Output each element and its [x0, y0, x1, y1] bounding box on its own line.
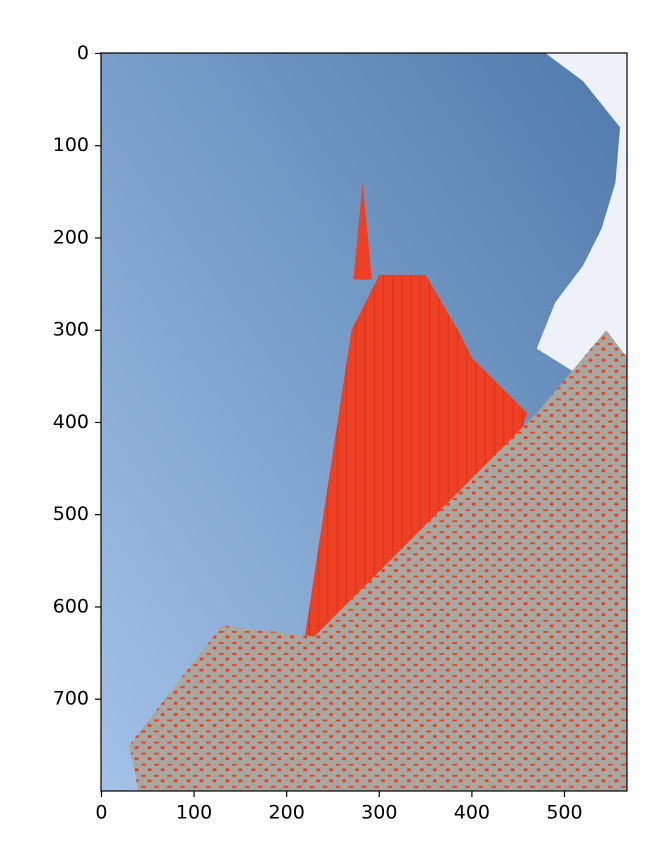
x-tick-label: 100 — [176, 802, 212, 824]
y-tick-label: 700 — [53, 688, 89, 710]
y-tick-label: 400 — [53, 411, 89, 433]
x-tick-label: 300 — [361, 802, 397, 824]
x-tick-label: 0 — [95, 802, 107, 824]
y-tick-label: 0 — [77, 42, 89, 64]
y-tick-label: 200 — [53, 226, 89, 248]
x-tick-label: 200 — [269, 802, 305, 824]
x-tick-label: 400 — [454, 802, 490, 824]
x-tick-label: 500 — [546, 802, 582, 824]
y-tick-label: 500 — [53, 503, 89, 525]
image — [101, 53, 627, 791]
photo — [101, 53, 627, 791]
y-tick-label: 300 — [53, 319, 89, 341]
y-tick-label: 600 — [53, 595, 89, 617]
y-tick-label: 100 — [53, 134, 89, 156]
